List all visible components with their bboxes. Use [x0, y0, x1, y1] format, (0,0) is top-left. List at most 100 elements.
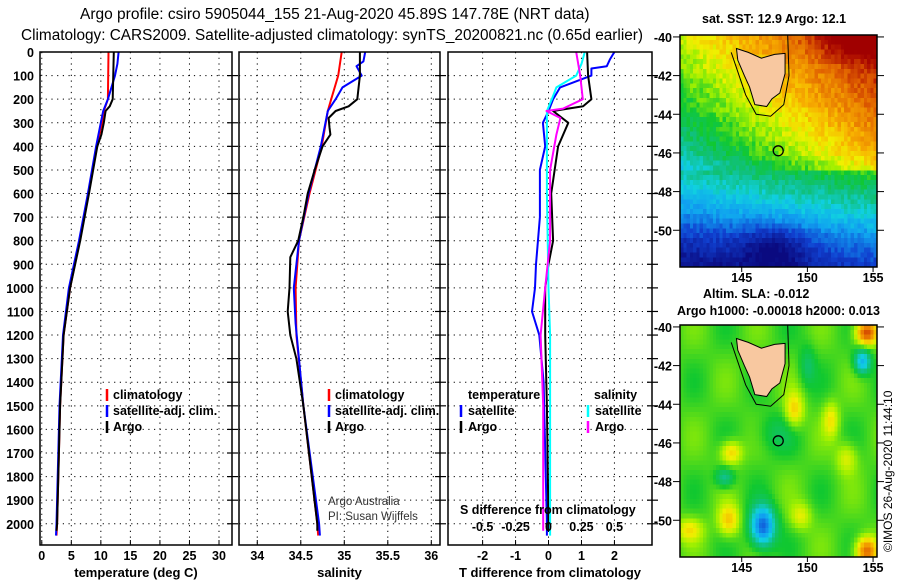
x-tick-label: 35.5 [376, 549, 400, 563]
depth-tick-label: 600 [13, 188, 34, 202]
map-frame [679, 34, 878, 268]
depth-tick-label: 0 [27, 46, 34, 60]
x-tick-label: 35 [337, 549, 351, 563]
lat-label: -42 [654, 360, 672, 374]
depth-tick-label: 1600 [6, 423, 34, 437]
x-tick-label: 34 [250, 549, 264, 563]
depth-tick-label: 1300 [6, 353, 34, 367]
depth-tick-label: 1000 [6, 282, 34, 296]
legend-label: satellite-adj. clim. [335, 404, 439, 418]
depth-tick-label: 100 [13, 70, 34, 84]
x-axis-label: temperature (deg C) [74, 565, 198, 580]
depth-tick-label: 1100 [7, 305, 34, 319]
sla-map-title: Altim. SLA: -0.012 [703, 287, 809, 301]
legend-label: Argo [595, 420, 625, 434]
x-axis-label: salinity [317, 565, 363, 580]
x-tick-label: 30 [212, 549, 226, 563]
s-tick-label: 0 [545, 520, 552, 534]
x-tick-label: 25 [183, 549, 197, 563]
legend-header-salinity: salinity [594, 388, 637, 402]
x-tick-label: 1 [578, 549, 585, 563]
credit-pi: PI: Susan Wijffels [328, 511, 418, 523]
series-line-satellite-adj-clim- [55, 51, 120, 536]
sst-map: -40 -42 -44 -46 -48 -50 145 150 155 [654, 31, 884, 285]
lon-label: 155 [863, 271, 884, 285]
title-line-2: Climatology: CARS2009. Satellite-adjuste… [21, 27, 643, 44]
depth-tick-label: 2000 [6, 518, 34, 532]
sla-map: -40 -42 -44 -46 -48 -50 145 150 155 [654, 321, 884, 575]
lat-label: -50 [654, 514, 672, 528]
lat-label: -48 [654, 186, 672, 200]
profile-panel-2: -2 -1 0 1 2 T difference from climatology temp… [447, 51, 658, 580]
x-tick-label: 2 [611, 549, 618, 563]
panel-frame [238, 51, 441, 546]
x-tick-label: 36 [424, 549, 438, 563]
depth-tick-label: 1200 [6, 329, 34, 343]
lon-label: 150 [797, 271, 818, 285]
panel-frame [447, 51, 653, 546]
x-tick-label: 5 [68, 549, 75, 563]
x-tick-label: 0 [38, 549, 45, 563]
s-tick-label: -0.5 [472, 520, 494, 534]
lon-label: 145 [731, 561, 752, 575]
depth-tick-label: 900 [13, 258, 34, 272]
coast-contour [730, 34, 790, 117]
lat-label: -44 [654, 108, 672, 122]
lon-label: 150 [797, 561, 818, 575]
argo-position-marker [772, 435, 784, 447]
x-tick-label: 10 [94, 549, 108, 563]
series-line-argo [286, 52, 361, 531]
depth-tick-label: 200 [13, 93, 34, 107]
title-line-1: Argo profile: csiro 5905044_155 21-Aug-2… [80, 6, 590, 23]
tasmania-land [735, 337, 786, 398]
lon-label: 145 [731, 271, 752, 285]
panel-frame [39, 51, 233, 546]
legend-label: satellite [595, 404, 642, 418]
lon-label: 155 [863, 561, 884, 575]
legend-header-temperature: temperature [468, 388, 540, 402]
legend-label: Argo [113, 420, 143, 434]
depth-tick-label: 400 [13, 140, 34, 154]
x-tick-label: 15 [123, 549, 137, 563]
profile-panel-0: 0 5 10 15 20 25 30 temperature (deg C) climatolo… [38, 51, 238, 580]
x-axis-label: T difference from climatology [459, 565, 642, 580]
lat-label: -44 [654, 398, 672, 412]
profile-panel-1: 34 34.5 35 35.5 36 salinity climatology satelli… [238, 51, 446, 580]
legend-label: climatology [113, 388, 183, 402]
legend-label: Argo [335, 420, 365, 434]
series-line-salinity-argo [539, 51, 584, 531]
sla-map-subtitle: Argo h1000: -0.00018 h2000: 0.013 [677, 304, 880, 318]
depth-tick-label: 300 [13, 117, 34, 131]
legend-label: climatology [335, 388, 405, 402]
lat-label: -48 [654, 476, 672, 490]
imos-timestamp: ©IMOS 26-Aug-2020 11:44:10 [881, 390, 895, 552]
lat-label: -46 [654, 147, 672, 161]
lat-label: -40 [654, 321, 672, 335]
s-tick-label: 0.5 [606, 520, 623, 534]
depth-tick-label: 800 [13, 235, 34, 249]
series-line-salinity-satellite [545, 51, 586, 536]
depth-tick-label: 1500 [6, 400, 34, 414]
depth-tick-label: 1900 [6, 494, 34, 508]
argo-position-marker [772, 145, 784, 157]
depth-tick-label: 1700 [6, 447, 34, 461]
legend-label: satellite-adj. clim. [113, 404, 217, 418]
x-tick-label: 20 [153, 549, 167, 563]
legend-label: satellite [468, 404, 515, 418]
sst-map-title: sat. SST: 12.9 Argo: 12.1 [702, 12, 846, 26]
s-axis-label: S difference from climatology [460, 503, 636, 517]
series-line-satellite-adj-clim- [292, 51, 367, 536]
series-line-climatology [294, 51, 343, 536]
lat-label: -42 [654, 70, 672, 84]
x-tick-label: -1 [510, 549, 521, 563]
series-line-temperature-argo [544, 51, 593, 531]
x-tick-label: -2 [477, 549, 488, 563]
map-frame [679, 324, 878, 558]
lat-label: -46 [654, 437, 672, 451]
coast-contour [730, 324, 790, 407]
legend-label: Argo [468, 420, 498, 434]
lat-label: -40 [654, 31, 672, 45]
depth-tick-label: 700 [13, 211, 34, 225]
